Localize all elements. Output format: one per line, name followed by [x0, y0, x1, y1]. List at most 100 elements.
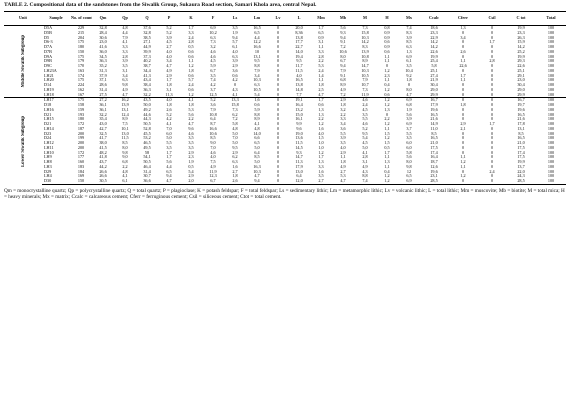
column-header: Lm: [246, 11, 268, 26]
value-cell: 1,2: [384, 136, 390, 141]
value-cell: 1,3: [384, 107, 390, 112]
value-cell: 1,1: [384, 78, 390, 83]
value-cell: 6,6: [254, 136, 260, 141]
value-cell: 8,9: [122, 117, 128, 122]
value-cell: 0: [461, 54, 465, 59]
value-cell: 46,5: [143, 141, 151, 145]
table-row: LH9 177 41,8 9,0 54,1 1,7 2,3 4,0 6,2 8,5 0 14,7 1,7…: [4, 155, 566, 160]
value-cell: 3,6: [232, 68, 238, 73]
value-cell: 5,5: [362, 117, 368, 122]
unit-cell: Lower Siwalik Subgroup: [4, 97, 42, 185]
table-row: LH23A 163 31,3 3,1 34,4 4,9 1,8 6,7 3,6 7,9 0 11,5 2…: [4, 69, 566, 74]
table-row: D5 204 30,6 7,9 38,5 3,9 2,4 6,3 9,4 4,4 0 13,8 0,9 9…: [4, 36, 566, 41]
value-cell: 100: [547, 164, 555, 169]
column-header: K: [180, 11, 202, 26]
value-cell: 44,9: [143, 45, 151, 49]
sample-cell: LH14: [44, 126, 54, 131]
value-cell: 0: [461, 145, 465, 150]
value-cell: 11,5: [295, 68, 303, 73]
value-cell: 0: [461, 68, 465, 73]
value-cell: 0: [276, 68, 280, 73]
value-cell: 100: [547, 150, 555, 155]
value-cell: 3,9: [406, 35, 412, 40]
value-cell: 17,5: [430, 145, 438, 150]
value-cell: 0: [461, 83, 465, 87]
value-cell: 3,9: [122, 59, 128, 64]
value-cell: 4,9: [122, 87, 128, 92]
value-cell: 0: [490, 136, 494, 141]
value-cell: 1,8: [340, 160, 346, 164]
value-cell: 13,1: [253, 54, 261, 59]
value-cell: 1,7: [489, 122, 495, 126]
value-cell: 30,7: [143, 174, 151, 179]
value-cell: 4,1: [254, 122, 260, 126]
value-cell: 19,1: [288, 97, 310, 103]
value-cell: 6,3: [122, 78, 128, 83]
value-cell: 22,0: [517, 169, 525, 174]
value-cell: 45,5: [143, 131, 151, 136]
value-cell: 14,2: [430, 45, 438, 49]
value-cell: 4,9: [362, 164, 368, 169]
value-cell: 0: [490, 141, 494, 145]
value-cell: 5,3: [340, 174, 346, 179]
value-cell: 0: [461, 87, 465, 92]
value-cell: 0: [490, 155, 494, 160]
value-cell: 1,7: [318, 25, 324, 30]
value-cell: 17,8: [517, 122, 525, 126]
value-cell: 2,9: [166, 73, 172, 78]
value-cell: 2,2: [318, 117, 324, 122]
value-cell: 4,4: [166, 164, 172, 169]
value-cell: 27,5: [99, 92, 107, 97]
value-cell: 16,5: [517, 112, 525, 117]
table-row: LH20 175 37,1 6,3 43,4 1,7 5,7 7,4 4,2 10,3 0 16,5 1…: [4, 78, 566, 83]
sample-cell: D23: [44, 131, 52, 136]
value-cell: 0: [276, 83, 280, 87]
value-cell: 3,7: [210, 87, 216, 92]
value-cell: 3,6: [210, 103, 216, 107]
value-cell: 10,2: [209, 30, 217, 35]
value-cell: 30,4: [430, 83, 438, 87]
value-cell: 0: [490, 25, 494, 30]
value-cell: 12,6: [430, 164, 438, 169]
value-cell: 31,4: [99, 87, 107, 92]
value-cell: 0: [490, 49, 494, 54]
value-cell: 28,5: [506, 179, 536, 185]
column-header: Ccalc: [420, 11, 448, 26]
value-cell: 0: [490, 68, 494, 73]
value-cell: 2,7: [340, 169, 346, 174]
value-cell: 25,1: [517, 68, 525, 73]
sample-cell: LH20: [44, 78, 54, 83]
value-cell: 43,4: [143, 78, 151, 83]
value-cell: 1,7: [188, 25, 194, 30]
value-cell: 6,2: [232, 112, 238, 117]
value-cell: 5,0: [254, 160, 260, 164]
value-cell: 10,4: [405, 68, 413, 73]
value-cell: 0: [276, 103, 280, 107]
value-cell: 1,3: [406, 49, 412, 54]
table-row: D6-3 175 23,0 4,1 27,1 4,5 2,8 7,3 5,7 12,2 0 17,7 3…: [4, 40, 566, 45]
value-cell: 14,9: [430, 122, 438, 126]
value-cell: 1,2: [384, 68, 390, 73]
value-cell: 3,4: [122, 73, 128, 78]
value-cell: 16,6: [253, 45, 261, 49]
column-header: H: [376, 11, 398, 26]
value-cell: 5,9: [210, 64, 216, 68]
sample-cell: D7B: [44, 49, 52, 54]
value-cell: 48,2: [99, 150, 107, 155]
value-cell: 17,4: [517, 150, 525, 155]
value-cell: 30,6: [99, 35, 107, 40]
value-cell: 10,3: [253, 169, 261, 174]
value-cell: 100: [547, 45, 555, 49]
value-cell: 0: [268, 97, 288, 103]
value-cell: 19,4: [295, 54, 303, 59]
value-cell: 3,4: [340, 122, 346, 126]
value-cell: 0: [490, 30, 494, 35]
value-cell: 1,2: [384, 122, 390, 126]
value-cell: 10,8: [361, 54, 369, 59]
value-cell: 0: [461, 136, 465, 141]
column-header: F: [202, 11, 224, 26]
document-page: TABLE 2. Compositional data of the sands…: [4, 2, 566, 201]
value-cell: 0,5: [384, 145, 390, 150]
value-cell: 3,9: [406, 117, 412, 122]
value-cell: 199: [77, 136, 85, 141]
